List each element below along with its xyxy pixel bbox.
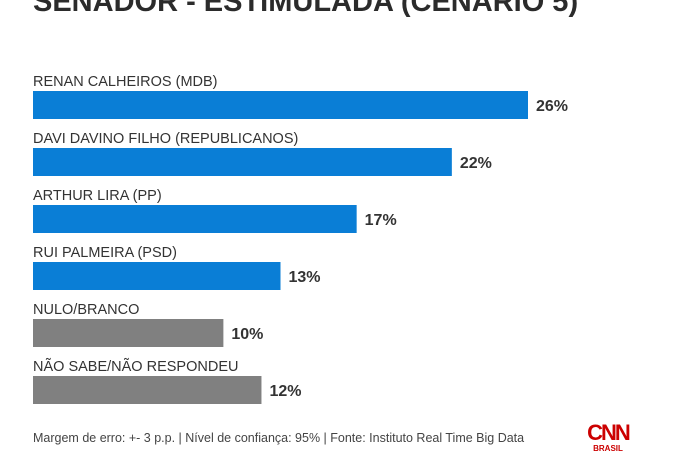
bar	[33, 319, 224, 347]
category-label: NULO/BRANCO	[33, 302, 139, 318]
logo-sub: BRASIL	[593, 444, 623, 453]
bar	[33, 376, 262, 404]
category-label: NÃO SABE/NÃO RESPONDEU	[33, 358, 238, 375]
category-label: RUI PALMEIRA (PSD)	[33, 245, 177, 261]
category-label: ARTHUR LIRA (PP)	[33, 188, 162, 204]
cnn-brasil-logo: CNN BRASIL	[585, 420, 631, 454]
bar	[33, 205, 357, 233]
category-label: DAVI DAVINO FILHO (REPUBLICANOS)	[33, 131, 298, 147]
value-label: 10%	[231, 326, 263, 343]
bar	[33, 91, 528, 119]
bar-chart: RENAN CALHEIROS (MDB) 26% DAVI DAVINO FILH…	[33, 74, 568, 404]
value-label: 12%	[269, 383, 301, 400]
chart-title: SENADOR - ESTIMULADA (CENÁRIO 5)	[33, 0, 579, 18]
bar	[33, 148, 452, 176]
source-note: Margem de erro: +- 3 p.p. | Nível de con…	[33, 431, 525, 445]
category-label: RENAN CALHEIROS (MDB)	[33, 74, 218, 90]
logo-brand: CNN	[587, 420, 631, 445]
value-label: 22%	[460, 155, 492, 172]
value-label: 26%	[536, 98, 568, 115]
value-label: 17%	[365, 212, 397, 229]
value-label: 13%	[289, 269, 321, 286]
bar	[33, 262, 281, 290]
